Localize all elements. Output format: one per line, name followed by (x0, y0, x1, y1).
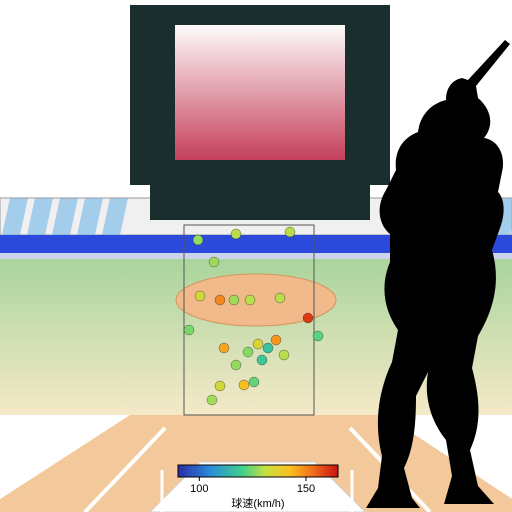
legend-tick-label: 100 (190, 483, 208, 495)
pitch-dot (195, 291, 205, 301)
pitch-dot (193, 235, 203, 245)
pitch-dot (303, 313, 313, 323)
legend-title: 球速(km/h) (231, 496, 284, 510)
pitch-dot (279, 350, 289, 360)
pitch-dot (209, 257, 219, 267)
pitch-dot (257, 355, 267, 365)
pitch-dot (229, 295, 239, 305)
pitch-dot (219, 343, 229, 353)
pitch-dot (215, 295, 225, 305)
color-legend (178, 465, 338, 477)
pitch-dot (207, 395, 217, 405)
pitch-dot (243, 347, 253, 357)
pitch-dot (215, 381, 225, 391)
pitch-dot (249, 377, 259, 387)
pitch-dot (245, 295, 255, 305)
pitch-dot (239, 380, 249, 390)
pitch-dot (184, 325, 194, 335)
pitch-dot (275, 293, 285, 303)
pitch-dot (231, 229, 241, 239)
pitch-dot (313, 331, 323, 341)
pitch-dot (231, 360, 241, 370)
pitch-dot (253, 339, 263, 349)
pitch-chart: 100 150 球速(km/h) (0, 0, 512, 512)
legend-tick-label: 150 (297, 483, 315, 495)
pitch-dot (271, 335, 281, 345)
pitch-dot (285, 227, 295, 237)
pitch-dot (263, 343, 273, 353)
